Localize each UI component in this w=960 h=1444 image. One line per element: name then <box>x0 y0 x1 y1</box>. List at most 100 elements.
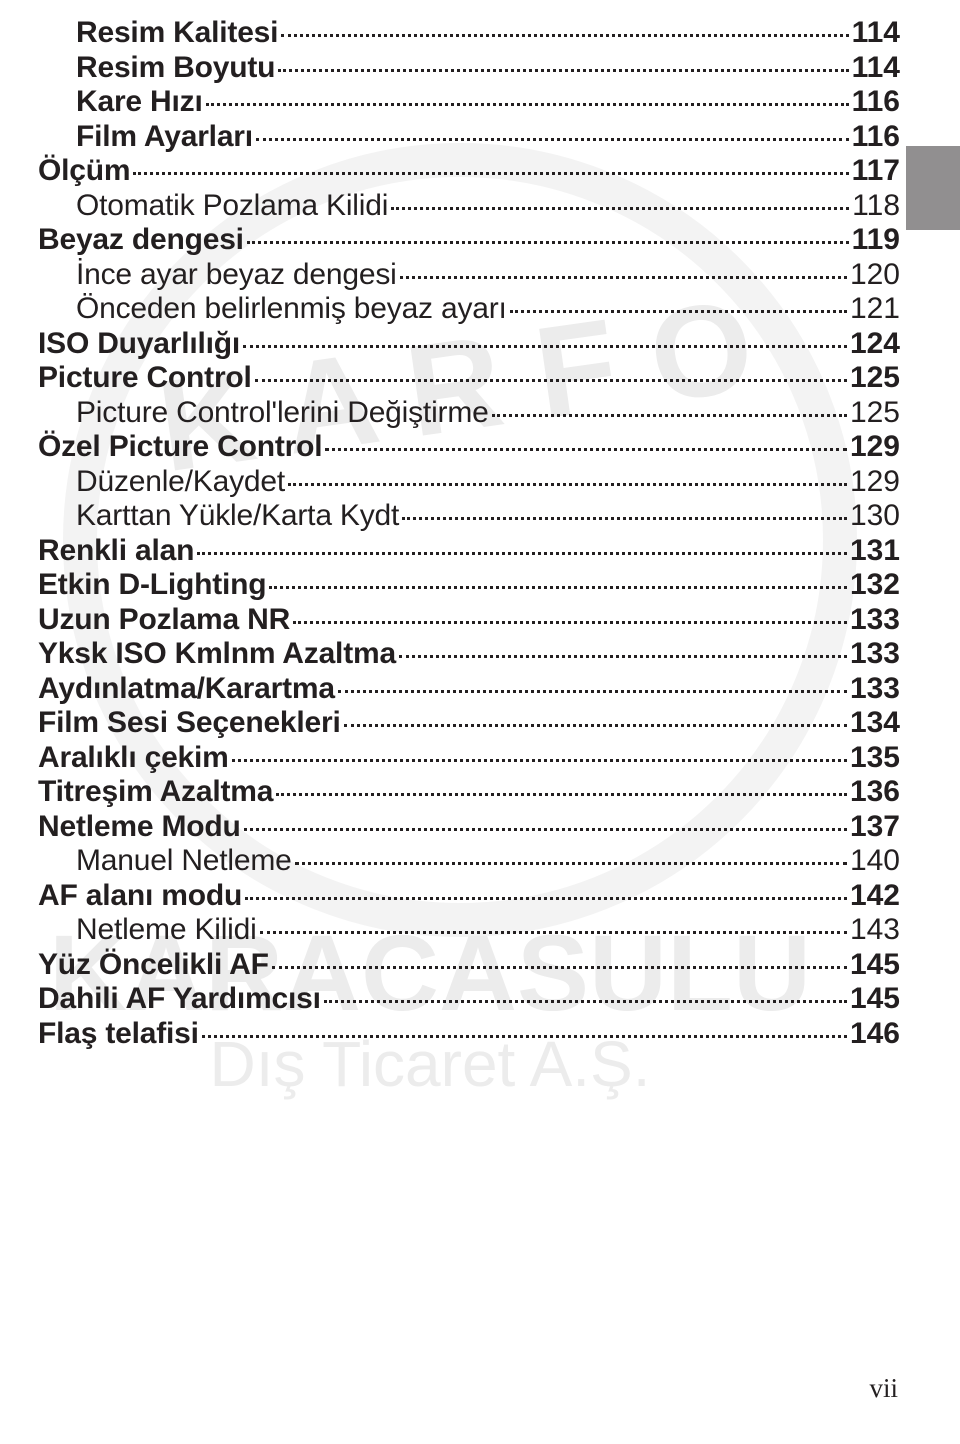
toc-title: Uzun Pozlama NR <box>38 605 290 635</box>
toc-title: Picture Control'lerini Değiştirme <box>38 398 489 428</box>
toc-leader-dots <box>244 828 847 831</box>
toc-title: Film Ayarları <box>38 122 253 152</box>
toc-leader-dots <box>338 690 847 693</box>
toc-page: 125 <box>850 398 900 428</box>
toc-title: ISO Duyarlılığı <box>38 329 240 359</box>
toc-row: Karttan Yükle/Karta Kydt 130 <box>38 501 900 531</box>
toc-row: İnce ayar beyaz dengesi120 <box>38 260 900 290</box>
toc-leader-dots <box>202 1035 847 1038</box>
toc-title: Aydınlatma/Karartma <box>38 674 335 704</box>
toc-page: 131 <box>850 536 900 566</box>
toc-page: 116 <box>852 122 900 152</box>
toc-row: Önceden belirlenmiş beyaz ayarı 121 <box>38 294 900 324</box>
toc-page: 121 <box>850 294 900 324</box>
toc-title: AF alanı modu <box>38 881 242 911</box>
toc-row: Yüz Öncelikli AF 145 <box>38 950 900 980</box>
toc-title: Netleme Kilidi <box>38 915 257 945</box>
toc-page: 146 <box>850 1019 900 1049</box>
toc-page: 133 <box>850 639 900 669</box>
toc-page: 133 <box>850 605 900 635</box>
toc-leader-dots <box>243 345 847 348</box>
toc-leader-dots <box>247 241 849 244</box>
toc-leader-dots <box>510 310 847 313</box>
toc-title: Flaş telafisi <box>38 1019 199 1049</box>
toc-page: 142 <box>850 881 900 911</box>
section-side-tab <box>906 146 960 230</box>
page-number: vii <box>869 1373 898 1404</box>
toc-row: ISO Duyarlılığı 124 <box>38 329 900 359</box>
toc-page: 134 <box>850 708 900 738</box>
toc-title: Özel Picture Control <box>38 432 322 462</box>
toc-leader-dots <box>492 414 847 417</box>
toc-leader-dots <box>295 862 847 865</box>
toc-row: Beyaz dengesi119 <box>38 225 900 255</box>
toc-leader-dots <box>324 1000 847 1003</box>
toc-leader-dots <box>293 621 847 624</box>
toc-row: Picture Control'lerini Değiştirme 125 <box>38 398 900 428</box>
toc-title: Manuel Netleme <box>38 846 292 876</box>
toc-row: Kare Hızı116 <box>38 87 900 117</box>
toc-page: 140 <box>850 846 900 876</box>
toc-leader-dots <box>278 69 848 72</box>
toc-title: Netleme Modu <box>38 812 241 842</box>
toc-leader-dots <box>288 483 847 486</box>
toc-leader-dots <box>256 138 849 141</box>
toc-row: Aydınlatma/Karartma 133 <box>38 674 900 704</box>
toc-row: Flaş telafisi 146 <box>38 1019 900 1049</box>
toc-page: 117 <box>852 156 900 186</box>
toc-row: Film Ayarları 116 <box>38 122 900 152</box>
toc-page: 120 <box>850 260 900 290</box>
toc-page: 130 <box>850 501 900 531</box>
toc-row: Resim Boyutu 114 <box>38 53 900 83</box>
toc-title: Otomatik Pozlama Kilidi <box>38 191 388 221</box>
toc-page: 132 <box>850 570 900 600</box>
toc-row: Yksk ISO Kmlnm Azaltma 133 <box>38 639 900 669</box>
toc-leader-dots <box>269 586 847 589</box>
toc-leader-dots <box>272 966 847 969</box>
toc-page: 125 <box>850 363 900 393</box>
toc-row: Picture Control 125 <box>38 363 900 393</box>
toc-page: 145 <box>850 984 900 1014</box>
toc-leader-dots <box>344 724 847 727</box>
toc-title: Önceden belirlenmiş beyaz ayarı <box>38 294 507 324</box>
toc-leader-dots <box>133 172 848 175</box>
toc-page: 114 <box>852 53 900 83</box>
toc-page: 118 <box>852 191 900 221</box>
toc-leader-dots <box>402 517 847 520</box>
toc-page: 143 <box>850 915 900 945</box>
toc-page: 145 <box>850 950 900 980</box>
toc-page: 129 <box>850 467 900 497</box>
toc-row: Renkli alan131 <box>38 536 900 566</box>
toc-leader-dots <box>197 552 847 555</box>
toc-row: Aralıklı çekim135 <box>38 743 900 773</box>
toc-page: 129 <box>850 432 900 462</box>
toc-row: Netleme Kilidi 143 <box>38 915 900 945</box>
toc-title: Beyaz dengesi <box>38 225 244 255</box>
toc-content: Resim Kalitesi114 Resim Boyutu 114 Kare Hız… <box>0 0 960 1049</box>
toc-title: Resim Boyutu <box>38 53 275 83</box>
toc-row: Etkin D-Lighting132 <box>38 570 900 600</box>
toc-leader-dots <box>245 897 847 900</box>
toc-row: Uzun Pozlama NR 133 <box>38 605 900 635</box>
toc-leader-dots <box>281 34 848 37</box>
toc-title: Karttan Yükle/Karta Kydt <box>38 501 399 531</box>
toc-row: Film Sesi Seçenekleri134 <box>38 708 900 738</box>
toc-title: Aralıklı çekim <box>38 743 229 773</box>
toc-title: Ölçüm <box>38 156 130 186</box>
toc-title: Picture Control <box>38 363 252 393</box>
toc-row: Ölçüm 117 <box>38 156 900 186</box>
toc-page: 133 <box>850 674 900 704</box>
toc-title: Kare Hızı <box>38 87 203 117</box>
toc-row: Resim Kalitesi114 <box>38 18 900 48</box>
toc-page: 136 <box>850 777 900 807</box>
toc-row: Dahili AF Yardımcısı145 <box>38 984 900 1014</box>
toc-title: Resim Kalitesi <box>38 18 278 48</box>
toc-title: Yüz Öncelikli AF <box>38 950 269 980</box>
toc-page: 124 <box>850 329 900 359</box>
toc-row: Düzenle/Kaydet129 <box>38 467 900 497</box>
toc-row: Özel Picture Control 129 <box>38 432 900 462</box>
toc-leader-dots <box>260 931 847 934</box>
toc-leader-dots <box>391 207 849 210</box>
toc-title: Yksk ISO Kmlnm Azaltma <box>38 639 396 669</box>
toc-row: AF alanı modu 142 <box>38 881 900 911</box>
